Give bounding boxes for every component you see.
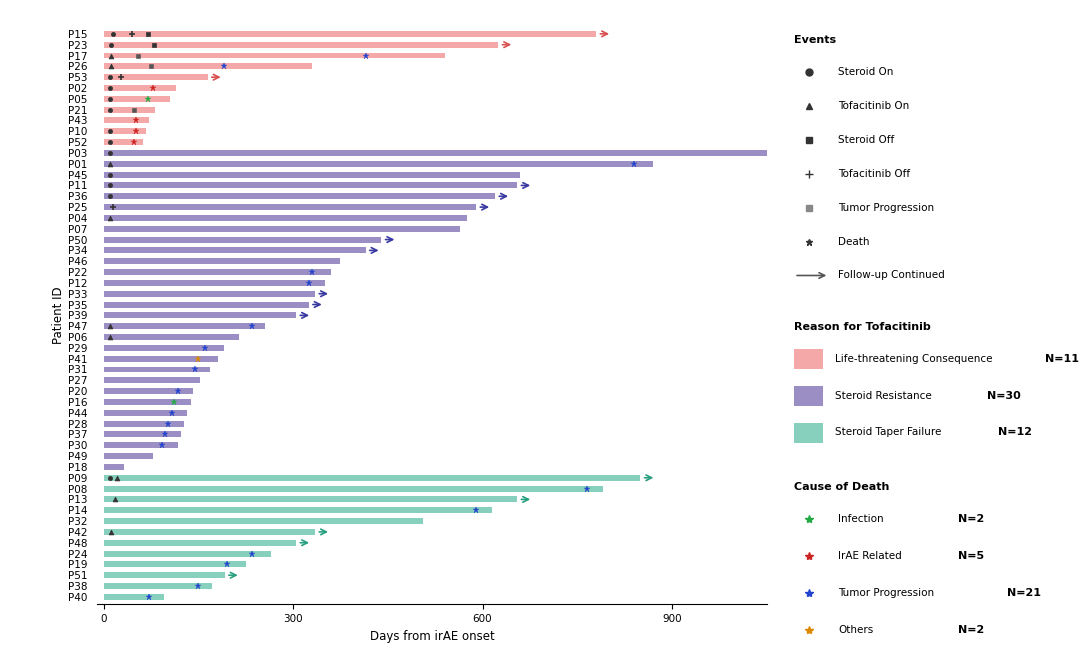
Bar xyxy=(104,63,312,70)
Bar xyxy=(104,507,492,513)
Text: Follow-up Continued: Follow-up Continued xyxy=(838,271,945,281)
Bar xyxy=(104,280,325,286)
Bar xyxy=(104,334,240,340)
Bar xyxy=(794,423,823,443)
Bar xyxy=(104,561,245,568)
Bar xyxy=(104,41,498,48)
Bar xyxy=(104,323,265,329)
Text: Events: Events xyxy=(794,35,836,45)
Bar xyxy=(104,118,149,124)
Bar xyxy=(104,518,422,524)
Text: Reason for Tofacitinib: Reason for Tofacitinib xyxy=(794,321,931,332)
X-axis label: Days from irAE onset: Days from irAE onset xyxy=(369,629,495,643)
Bar xyxy=(104,215,467,221)
Bar xyxy=(104,53,445,58)
Text: Cause of Death: Cause of Death xyxy=(794,482,890,491)
Text: N=11: N=11 xyxy=(1045,353,1079,363)
Bar xyxy=(104,96,170,102)
Text: N=2: N=2 xyxy=(958,625,984,635)
Bar xyxy=(104,583,212,589)
Text: IrAE Related: IrAE Related xyxy=(838,551,902,560)
Text: Infection: Infection xyxy=(838,514,883,524)
Bar xyxy=(104,594,163,600)
Text: Steroid On: Steroid On xyxy=(838,67,893,77)
Text: Others: Others xyxy=(838,625,874,635)
Bar xyxy=(104,106,156,112)
Bar xyxy=(104,269,330,275)
Text: Tumor Progression: Tumor Progression xyxy=(838,202,934,213)
Bar xyxy=(104,367,210,373)
Text: Steroid Off: Steroid Off xyxy=(838,135,894,145)
Bar xyxy=(104,139,143,145)
Bar xyxy=(104,442,178,448)
Bar xyxy=(104,248,366,254)
Bar xyxy=(104,74,207,80)
Bar xyxy=(104,128,147,134)
Bar xyxy=(104,388,193,394)
Text: Steroid Resistance: Steroid Resistance xyxy=(835,390,932,401)
Text: Steroid Taper Failure: Steroid Taper Failure xyxy=(835,428,942,438)
Text: N=12: N=12 xyxy=(998,428,1032,438)
Bar xyxy=(104,31,596,37)
Text: Tumor Progression: Tumor Progression xyxy=(838,587,934,598)
Y-axis label: Patient ID: Patient ID xyxy=(52,286,65,344)
Bar xyxy=(104,226,460,232)
Text: Death: Death xyxy=(838,237,869,246)
Bar xyxy=(104,420,185,426)
Text: N=30: N=30 xyxy=(987,390,1021,401)
Bar xyxy=(104,497,517,503)
Bar xyxy=(104,183,517,189)
Bar xyxy=(794,386,823,407)
Text: N=2: N=2 xyxy=(958,514,984,524)
Bar xyxy=(104,377,200,383)
Bar xyxy=(104,399,191,405)
Bar xyxy=(104,237,381,242)
Bar xyxy=(104,85,176,91)
Bar xyxy=(104,312,296,319)
Bar xyxy=(104,161,653,167)
Text: N=5: N=5 xyxy=(958,551,984,560)
Bar xyxy=(104,551,271,556)
Bar xyxy=(104,486,603,491)
Bar xyxy=(104,171,521,177)
Bar xyxy=(104,572,225,578)
Bar xyxy=(104,150,767,156)
Bar xyxy=(104,453,152,459)
Bar xyxy=(104,475,640,481)
Bar xyxy=(104,193,495,199)
Bar xyxy=(104,302,309,307)
Text: Life-threatening Consequence: Life-threatening Consequence xyxy=(835,353,993,363)
Bar xyxy=(104,464,124,470)
Text: Tofacitinib Off: Tofacitinib Off xyxy=(838,169,910,179)
Bar xyxy=(104,432,180,438)
Bar xyxy=(104,258,340,264)
Text: N=21: N=21 xyxy=(1008,587,1041,598)
Bar xyxy=(794,349,823,369)
Bar xyxy=(104,355,218,361)
Bar xyxy=(104,345,224,351)
Bar xyxy=(104,291,315,297)
Text: Tofacitinib On: Tofacitinib On xyxy=(838,101,909,111)
Bar xyxy=(104,204,476,210)
Bar xyxy=(104,540,296,546)
Bar xyxy=(104,410,187,416)
Bar xyxy=(104,529,315,535)
